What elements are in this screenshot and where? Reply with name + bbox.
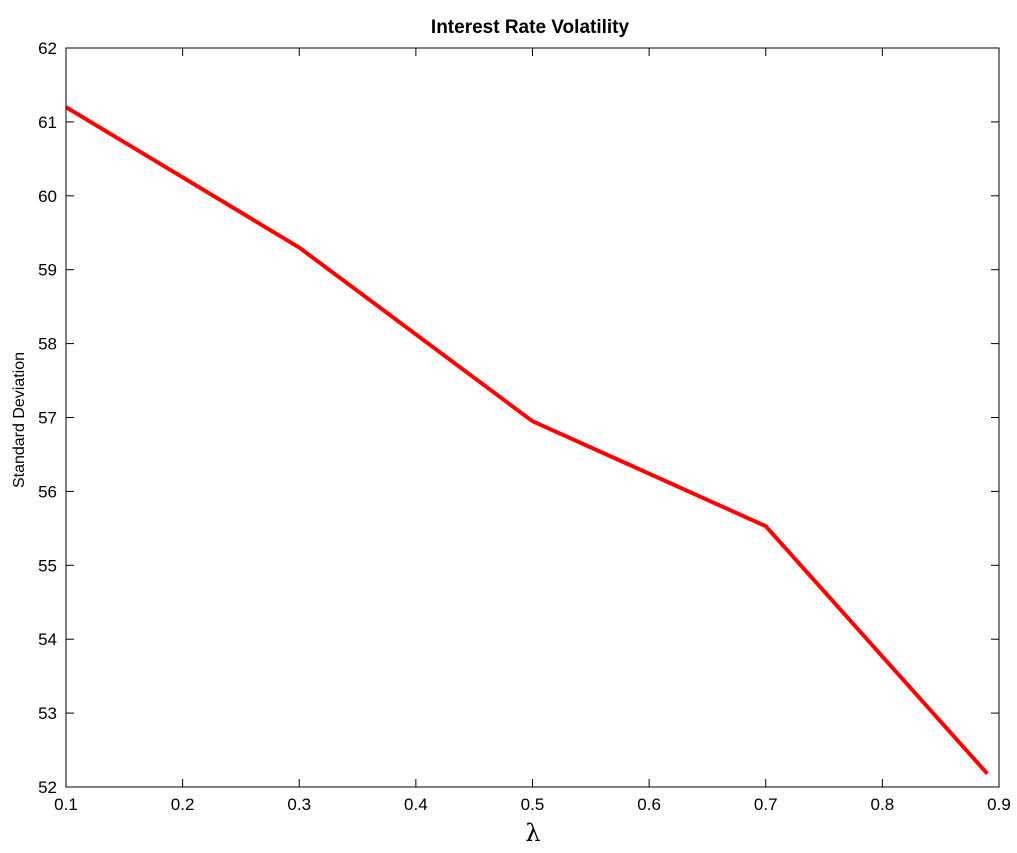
y-tick-label: 58 <box>38 335 57 354</box>
y-tick-label: 54 <box>38 630 57 649</box>
series-line <box>66 107 987 774</box>
x-tick-label: 0.6 <box>637 795 661 814</box>
data-series <box>66 107 988 774</box>
y-axis-label: Standard Deviation <box>11 352 28 488</box>
y-tick-label: 61 <box>38 113 57 132</box>
x-tick-label: 0.4 <box>404 795 428 814</box>
plot-frame <box>66 48 999 787</box>
y-tick-label: 53 <box>38 704 57 723</box>
chart-title: Interest Rate Volatility <box>431 17 630 38</box>
y-tick-label: 62 <box>38 39 57 58</box>
y-tick-label: 57 <box>38 409 57 428</box>
y-tick-label: 60 <box>38 187 57 206</box>
axis-ticks: 0.1 0.2 0.3 0.4 0.5 0.6 0.7 0.8 0.9 52 53 54 55 56 57 5… <box>38 39 1011 814</box>
y-tick-label: 52 <box>38 778 57 797</box>
y-tick-label: 55 <box>38 556 57 575</box>
x-tick-label: 0.8 <box>871 795 895 814</box>
x-tick-label: 0.7 <box>754 795 778 814</box>
x-tick-label: 0.3 <box>287 795 311 814</box>
y-tick-label: 56 <box>38 482 57 501</box>
x-tick-label: 0.5 <box>521 795 545 814</box>
x-tick-label: 0.9 <box>987 795 1011 814</box>
x-tick-label: 0.1 <box>54 795 78 814</box>
y-tick-label: 59 <box>38 261 57 280</box>
x-tick-label: 0.2 <box>171 795 195 814</box>
x-axis-label: λ <box>525 819 540 847</box>
